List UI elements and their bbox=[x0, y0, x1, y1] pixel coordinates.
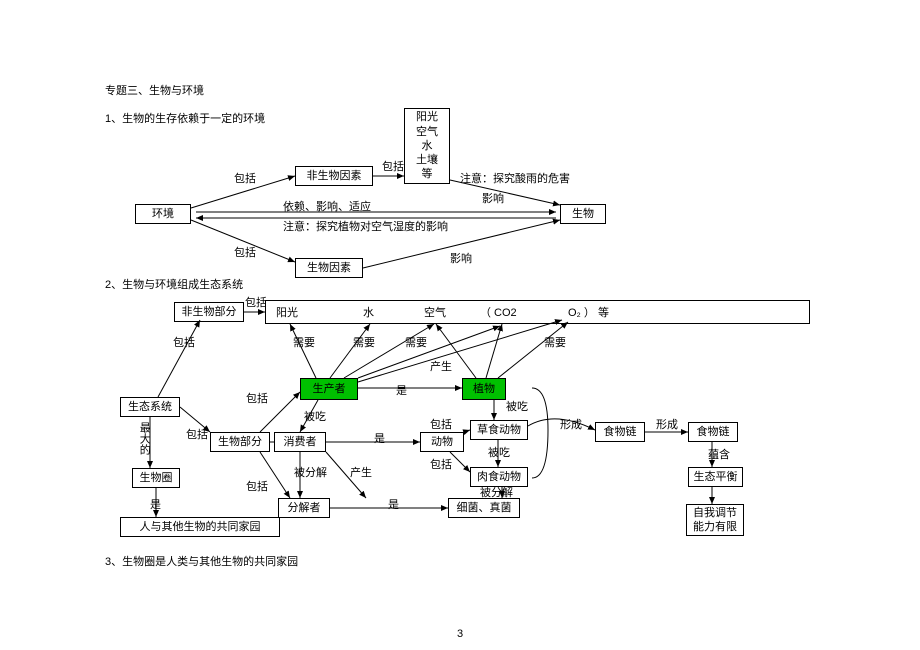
box-producer: 生产者 bbox=[300, 378, 358, 400]
lbl-water: 水 bbox=[363, 306, 374, 320]
lbl-note2: 注意：探究酸雨的危害 bbox=[460, 172, 570, 186]
box-abiotic-part: 非生物部分 bbox=[174, 302, 244, 322]
lbl-need1: 需要 bbox=[293, 336, 315, 350]
box-bio: 生物 bbox=[560, 204, 606, 224]
page: 专题三、生物与环境 1、生物的生存依赖于一定的环境 2、生物与环境组成生态系统 … bbox=[0, 0, 920, 650]
box-food-chain1: 食物链 bbox=[595, 422, 645, 442]
box-animal: 动物 bbox=[420, 432, 464, 452]
lbl-is2: 是 bbox=[374, 432, 385, 446]
box-home: 人与其他生物的共同家园 bbox=[120, 517, 280, 537]
box-biotic-part: 生物部分 bbox=[210, 432, 270, 452]
lbl-affect1: 影响 bbox=[482, 192, 504, 206]
list-soil: 土壤 bbox=[416, 153, 438, 167]
lbl-need3: 需要 bbox=[405, 336, 427, 350]
box-env: 环境 bbox=[135, 204, 191, 224]
lbl-include-a1: 包括 bbox=[430, 418, 452, 432]
lbl-eaten2: 被吃 bbox=[506, 400, 528, 414]
box-biosphere: 生物圈 bbox=[132, 468, 180, 488]
page-number: 3 bbox=[0, 628, 920, 640]
section1-heading: 1、生物的生存依赖于一定的环境 bbox=[105, 112, 265, 126]
lbl-decomp1: 被分解 bbox=[294, 466, 327, 480]
lbl-include-eco1: 包括 bbox=[173, 336, 195, 350]
list-light: 阳光 bbox=[416, 110, 438, 124]
lbl-affect2: 影响 bbox=[450, 252, 472, 266]
lbl-is1: 是 bbox=[396, 384, 407, 398]
list-water: 水 bbox=[422, 139, 433, 153]
lbl-biggest: 最大的 bbox=[137, 422, 151, 455]
lbl-contain: 蕴含 bbox=[708, 448, 730, 462]
box-decomposer: 分解者 bbox=[278, 498, 330, 518]
lbl-rel: 依赖、影响、适应 bbox=[283, 200, 371, 214]
box-carnivore: 肉食动物 bbox=[470, 467, 528, 487]
lbl-produce2: 产生 bbox=[350, 466, 372, 480]
lbl-include-bp2: 包括 bbox=[246, 480, 268, 494]
lbl-produce: 产生 bbox=[430, 360, 452, 374]
lbl-eaten1: 被吃 bbox=[304, 410, 326, 424]
box-eco-balance: 生态平衡 bbox=[688, 467, 743, 487]
box-factor-list: 阳光 空气 水 土壤 等 bbox=[404, 108, 450, 184]
box-consumer: 消费者 bbox=[274, 432, 326, 452]
lbl-decomp2: 被分解 bbox=[480, 486, 513, 500]
box-ecosys: 生态系统 bbox=[120, 397, 180, 417]
lbl-include3: 包括 bbox=[382, 160, 404, 174]
lbl-include-a2: 包括 bbox=[430, 458, 452, 472]
lbl-air: 空气 bbox=[424, 306, 446, 320]
list-air: 空气 bbox=[416, 125, 438, 139]
box-self-reg: 自我调节能力有限 bbox=[686, 504, 744, 536]
box-bacteria: 细菌、真菌 bbox=[448, 498, 520, 518]
lbl-is-bio: 是 bbox=[150, 498, 161, 512]
page-title: 专题三、生物与环境 bbox=[105, 84, 204, 98]
list-etc: 等 bbox=[422, 167, 433, 181]
section2-heading: 2、生物与环境组成生态系统 bbox=[105, 278, 243, 292]
lbl-eaten3: 被吃 bbox=[488, 446, 510, 460]
box-plant: 植物 bbox=[462, 378, 506, 400]
box-long-top bbox=[265, 300, 810, 324]
lbl-include2: 包括 bbox=[234, 246, 256, 260]
section3-heading: 3、生物圈是人类与其他生物的共同家园 bbox=[105, 555, 298, 569]
lbl-form2: 形成 bbox=[656, 418, 678, 432]
lbl-is3: 是 bbox=[388, 498, 399, 512]
lbl-include1: 包括 bbox=[234, 172, 256, 186]
box-food-chain2: 食物链 bbox=[688, 422, 738, 442]
box-biotic: 生物因素 bbox=[295, 258, 363, 278]
box-abiotic: 非生物因素 bbox=[295, 166, 373, 186]
lbl-need2: 需要 bbox=[353, 336, 375, 350]
lbl-note1: 注意：探究植物对空气湿度的影响 bbox=[283, 220, 448, 234]
box-herbivore: 草食动物 bbox=[470, 420, 528, 440]
lbl-include-bp1: 包括 bbox=[246, 392, 268, 406]
lbl-light: 阳光 bbox=[276, 306, 298, 320]
lbl-o2: O₂ ） 等 bbox=[568, 306, 609, 320]
lbl-co2: （ CO2 bbox=[480, 306, 517, 320]
lbl-include-eco2: 包括 bbox=[186, 428, 208, 442]
lbl-need4: 需要 bbox=[544, 336, 566, 350]
lbl-form1: 形成 bbox=[560, 418, 582, 432]
lbl-include-top: 包括 bbox=[245, 296, 267, 310]
